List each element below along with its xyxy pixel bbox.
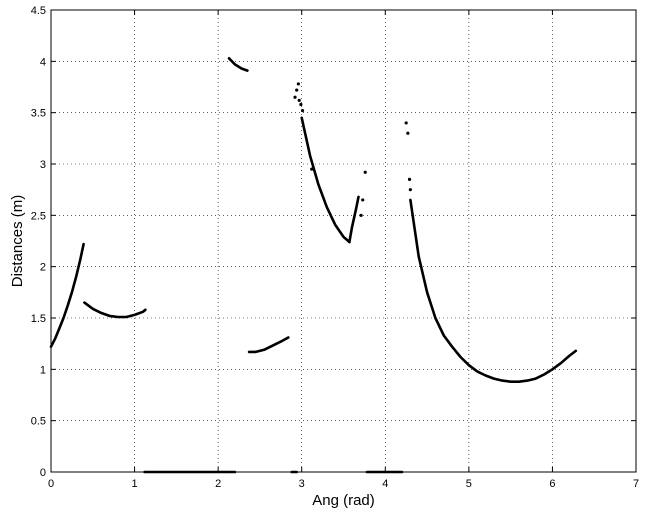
x-tick-label: 1 (132, 478, 138, 490)
y-tick-label: 4.5 (31, 5, 46, 17)
x-tick-label: 4 (382, 478, 388, 490)
scatter-point (300, 109, 305, 113)
scatter-point (407, 177, 412, 181)
series-line (348, 195, 360, 244)
tick-labels: 0 1 2 3 4 5 6 7 0 0.5 1 1.5 2 2.5 3 3.5 4 4.5 (31, 5, 639, 490)
grid (51, 10, 636, 472)
y-axis-label: Distances (m) (9, 195, 26, 288)
y-tick-label: 0.5 (31, 416, 46, 428)
y-tick-label: 2 (40, 262, 46, 274)
series-line (227, 57, 249, 72)
scatter-point (404, 121, 408, 125)
scatter-point (406, 131, 410, 135)
scatter-point (299, 102, 303, 107)
x-tick-label: 5 (466, 478, 472, 490)
y-tick-label: 1 (40, 364, 46, 376)
scatter-point (361, 198, 365, 202)
x-tick-label: 2 (215, 478, 221, 490)
scatter-point (295, 88, 299, 92)
x-tick-label: 3 (299, 478, 305, 490)
plot-frame (50, 9, 637, 473)
y-tick-label: 3.5 (31, 108, 46, 120)
scatter-point (297, 98, 301, 102)
scatter-point (408, 188, 412, 192)
scatter-point (359, 213, 363, 217)
series-line (409, 198, 578, 383)
y-tick-label: 1.5 (31, 313, 46, 325)
x-tick-label: 7 (633, 478, 639, 490)
scatter-point (363, 170, 367, 174)
y-tick-label: 2.5 (31, 210, 46, 222)
ticks (50, 9, 637, 473)
y-tick-label: 3 (40, 159, 46, 171)
series-group (49, 57, 578, 474)
series-line (49, 242, 85, 348)
scatter-point (293, 95, 297, 99)
series-line (83, 301, 147, 319)
x-tick-label: 6 (549, 478, 555, 490)
scatter-point (296, 82, 300, 86)
y-tick-label: 4 (40, 56, 46, 68)
x-tick-label: 0 (48, 478, 54, 490)
scatter-point (310, 167, 314, 171)
y-tick-label: 0 (40, 467, 46, 479)
series-line (300, 116, 351, 244)
x-axis-label: Ang (rad) (312, 492, 375, 509)
series-line (247, 336, 290, 354)
